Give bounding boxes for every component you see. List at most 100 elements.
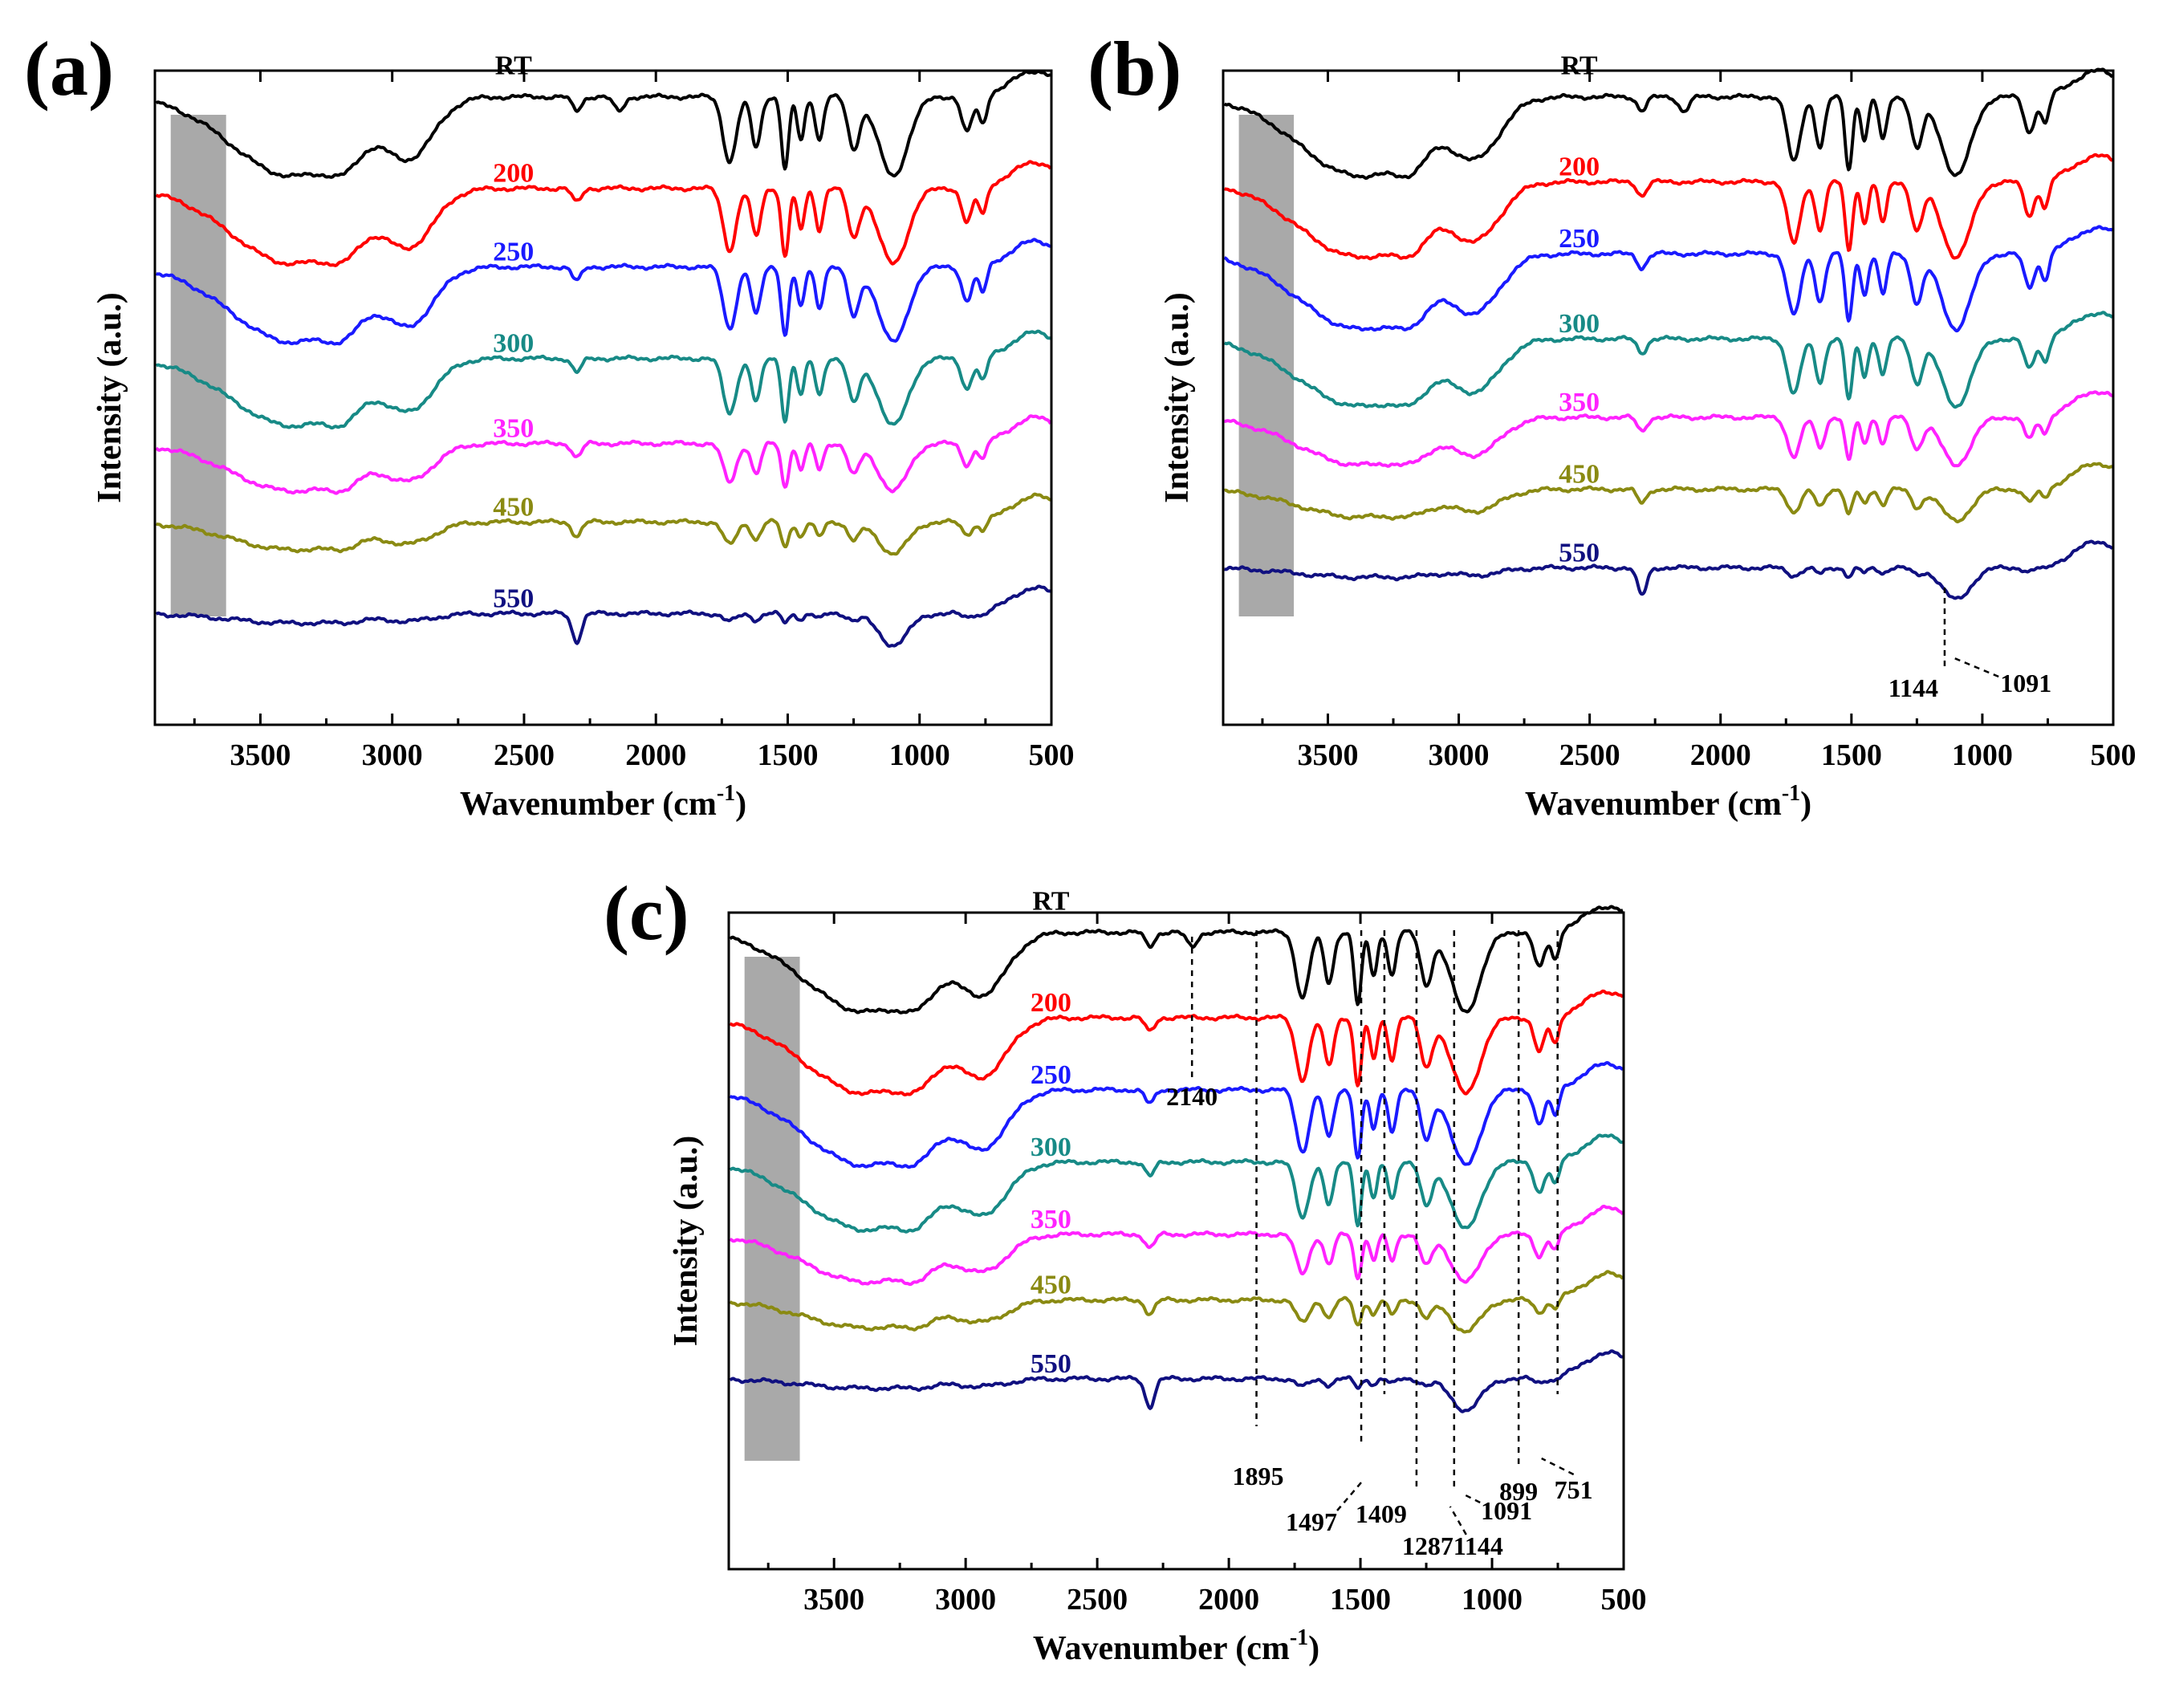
x-tick-label: 1500 (1330, 1583, 1391, 1616)
series-label-250: 250 (1559, 224, 1600, 254)
series-label-200: 200 (1031, 988, 1071, 1018)
plot-frame (153, 69, 1053, 726)
y-axis-title: Intensity (a.u.) (91, 292, 128, 503)
x-axis-title: Wavenumber (cm-1) (1525, 781, 1811, 823)
x-axis-title-end: ) (1800, 786, 1811, 823)
panel-a: (a) RT 200 250 300 350 450 550 3500 3000 2500 2000 1… (24, 26, 1075, 823)
annotation-1144: 1144 (1889, 673, 1938, 702)
x-tick-label: 1500 (1821, 738, 1882, 772)
spectrum-line-350 (155, 414, 1052, 495)
spectrum-line-200 (1223, 152, 2113, 261)
series-label-250: 250 (493, 238, 534, 267)
spectrum-line-250 (1223, 225, 2114, 333)
x-axis-title-sup: -1 (717, 781, 735, 806)
x-tick-label: 2500 (1067, 1583, 1128, 1616)
x-axis-title: Wavenumber (cm-1) (1033, 1625, 1319, 1667)
x-tick-label: 500 (1601, 1583, 1647, 1616)
y-axis-title: Intensity (a.u.) (1159, 292, 1196, 503)
annotation-1144: 1144 (1453, 1531, 1503, 1560)
annotation-1497: 1497 (1286, 1507, 1337, 1536)
x-tick-label: 3500 (230, 738, 291, 772)
spectrum-line-450 (155, 492, 1051, 556)
x-tick-label: 3500 (1297, 738, 1358, 772)
spectrum-line-250 (156, 238, 1051, 346)
series-label-200: 200 (1559, 152, 1600, 182)
x-tick-label: 3000 (1429, 738, 1490, 772)
series-label-RT: RT (1032, 887, 1069, 917)
spectrum-line-RT (1223, 67, 2114, 181)
x-axis-title-sup: -1 (1782, 781, 1800, 806)
spectrum-line-450 (729, 1270, 1624, 1334)
series-label-550: 550 (1031, 1349, 1071, 1379)
series-label-550: 550 (493, 584, 534, 613)
spectrum-line-300 (1223, 311, 2114, 409)
series-label-350: 350 (493, 414, 534, 444)
plot-frame (727, 911, 1625, 1571)
spectrum-line-200 (730, 989, 1624, 1096)
spectrum-line-350 (1223, 390, 2113, 468)
x-tick-label: 2500 (1559, 738, 1620, 772)
spectrum-line-250 (729, 1061, 1624, 1169)
x-tick-label: 1500 (757, 738, 818, 772)
series-label-300: 300 (1031, 1133, 1071, 1162)
annotation-1895: 1895 (1233, 1462, 1284, 1490)
spectrum-line-450 (1223, 462, 2113, 524)
spectrum-line-550 (1223, 539, 2114, 600)
series-label-350: 350 (1559, 388, 1600, 417)
x-axis-title-end: ) (735, 786, 746, 823)
x-tick-label: 1000 (1462, 1583, 1523, 1616)
panel-letter: (a) (24, 26, 114, 112)
spectrum-line-RT (155, 69, 1051, 179)
annotation-1091: 1091 (1481, 1496, 1532, 1525)
series-label-450: 450 (1559, 460, 1600, 490)
highlight-band (170, 115, 226, 616)
x-axis-title-main: Wavenumber (cm (460, 786, 717, 823)
series-label-200: 200 (493, 159, 534, 189)
annotation-2140: 2140 (1166, 1082, 1218, 1111)
series-label-RT: RT (1561, 51, 1598, 81)
annotation-arrow-751 (1541, 1457, 1575, 1476)
annotation-1287: 1287 (1402, 1531, 1453, 1560)
x-tick-label: 2000 (625, 738, 686, 772)
x-tick-label: 2000 (1198, 1583, 1259, 1616)
spectrum-line-200 (155, 160, 1052, 267)
annotation-899: 899 (1499, 1477, 1538, 1506)
x-tick-label: 2000 (1690, 738, 1751, 772)
y-axis-title: Intensity (a.u.) (668, 1136, 705, 1347)
annotation-arrow-1091 (1949, 655, 1999, 678)
spectrum-line-350 (729, 1204, 1624, 1287)
annotation-arrow-1091 (1463, 1493, 1481, 1504)
panel-letter: (c) (604, 870, 689, 956)
spectrum-line-550 (155, 584, 1051, 649)
spectrum-line-300 (729, 1133, 1624, 1234)
x-axis-title-end: ) (1308, 1630, 1319, 1667)
series-label-RT: RT (495, 51, 532, 81)
annotation-1409: 1409 (1356, 1499, 1407, 1528)
series-label-250: 250 (1031, 1060, 1071, 1090)
series-label-300: 300 (493, 329, 534, 359)
x-axis-title: Wavenumber (cm-1) (460, 781, 746, 823)
series-label-300: 300 (1559, 309, 1600, 339)
annotation-1091: 1091 (2000, 669, 2051, 697)
series-label-450: 450 (493, 492, 534, 522)
x-tick-label: 500 (2091, 738, 2137, 772)
x-tick-label: 2500 (494, 738, 555, 772)
series-label-350: 350 (1031, 1205, 1071, 1234)
panel-letter: (b) (1088, 26, 1181, 112)
spectrum-line-300 (155, 329, 1051, 430)
x-tick-label: 3000 (935, 1583, 996, 1616)
x-tick-label: 1000 (1952, 738, 2013, 772)
x-tick-label: 3000 (362, 738, 423, 772)
annotation-751: 751 (1555, 1475, 1593, 1504)
spectrum-line-RT (729, 905, 1624, 1015)
x-tick-label: 500 (1029, 738, 1075, 772)
series-label-550: 550 (1559, 538, 1600, 567)
x-axis-title-sup: -1 (1290, 1625, 1308, 1650)
panel-b: (b) RT 200 250 300 350 450 550 3500 3000 2500 2000 1… (1088, 26, 2137, 823)
panel-c: (c) RT 200 250 300 350 450 550 3500 3000 2500 2000 1… (604, 870, 1647, 1667)
plot-frame (1222, 69, 2115, 726)
x-tick-label: 1000 (889, 738, 950, 772)
x-axis-title-main: Wavenumber (cm (1525, 786, 1782, 823)
series-label-450: 450 (1031, 1271, 1071, 1300)
